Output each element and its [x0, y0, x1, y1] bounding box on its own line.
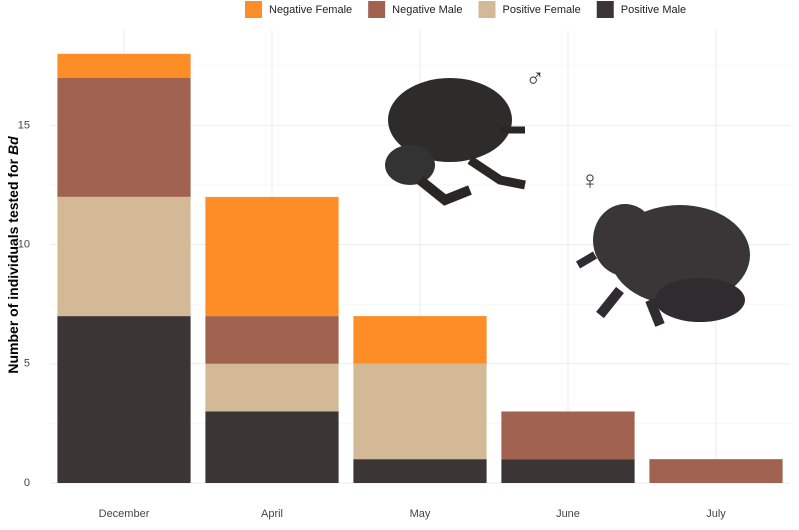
legend-swatch — [596, 1, 614, 18]
legend-swatch — [478, 1, 496, 18]
frog-male — [385, 78, 526, 206]
legend-label: Positive Male — [621, 4, 686, 16]
bar-segment — [501, 411, 635, 460]
y-tick-label: 10 — [18, 238, 30, 250]
x-tick-label: June — [556, 508, 580, 520]
y-axis-label: Number of individuals tested for Bd — [5, 136, 21, 374]
bar-segment — [57, 316, 191, 483]
legend-label: Negative Female — [269, 4, 352, 16]
bar-segment — [205, 363, 339, 412]
x-tick-label: May — [410, 508, 431, 520]
male-symbol: ♂ — [525, 63, 545, 93]
x-tick-label: April — [261, 508, 283, 520]
bar-segment — [205, 316, 339, 364]
female-symbol: ♀ — [580, 165, 600, 195]
legend-label: Positive Female — [502, 4, 580, 16]
bar-segment — [353, 363, 487, 460]
legend-label: Negative Male — [392, 4, 462, 16]
legend: Negative Female Negative Male Positive Fem… — [245, 1, 686, 18]
frog-female — [575, 204, 750, 327]
bar-segment — [57, 53, 191, 78]
y-axis-label-italic: Bd — [5, 136, 21, 155]
bar-segment — [501, 459, 635, 483]
bar-segment — [649, 459, 783, 483]
bar-segment — [57, 77, 191, 197]
y-tick-label: 5 — [24, 358, 30, 370]
x-tick-label: December — [99, 508, 150, 520]
bar-segment — [57, 196, 191, 317]
x-tick-label: July — [706, 508, 726, 520]
y-tick-label: 0 — [24, 477, 30, 489]
y-axis-label-text: Number of individuals tested for — [5, 158, 21, 373]
y-tick-label: 15 — [18, 119, 30, 131]
bar-segment — [353, 459, 487, 483]
legend-swatch — [368, 1, 386, 18]
bar-segment — [353, 316, 487, 364]
legend-swatch — [245, 1, 262, 18]
bar-segment — [205, 196, 339, 317]
bar-segment — [205, 411, 339, 483]
